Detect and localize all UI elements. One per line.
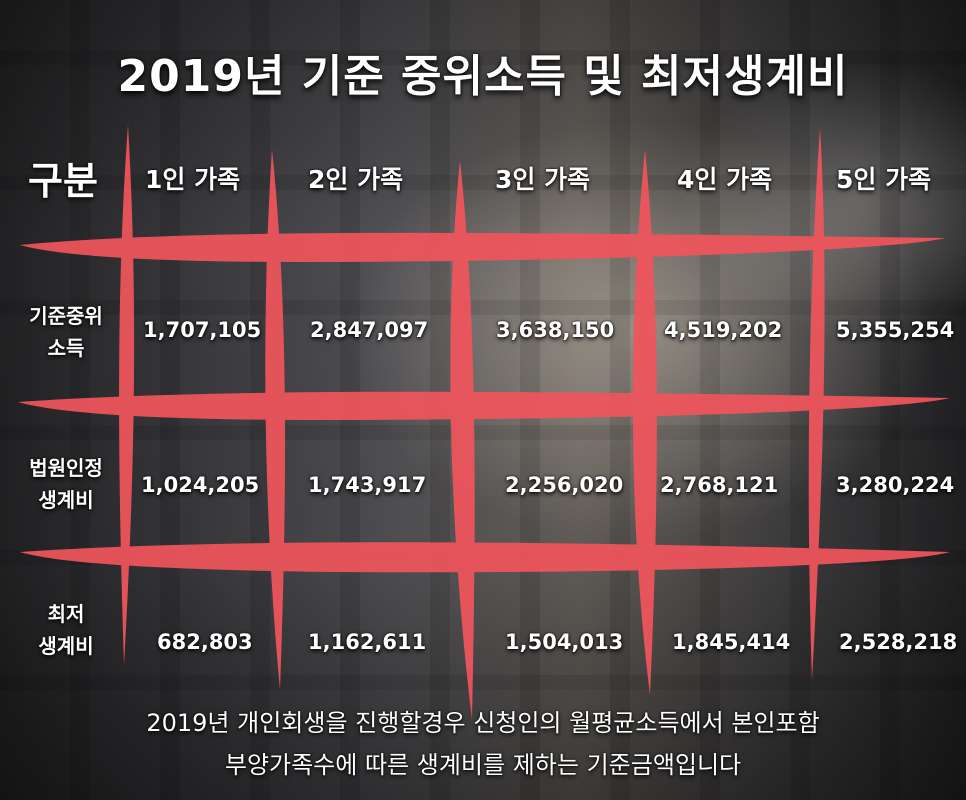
row-label-line: 법원인정 [29,456,103,480]
table-cell: 1,504,013 [505,630,624,654]
row-label-court-living-cost: 법원인정 생계비 [18,452,114,516]
column-header-3: 3인 가족 [495,165,591,194]
table-cell: 1,845,414 [672,630,791,654]
table-cell: 3,280,224 [836,473,955,497]
column-header-2: 2인 가족 [308,165,404,194]
table-cell: 2,256,020 [505,473,624,497]
table-cell: 2,528,218 [839,630,958,654]
table-cell: 1,707,105 [143,318,262,342]
row-label-line: 기준중위 [29,304,103,328]
table-cell: 1,162,611 [308,630,427,654]
row-label-minimum-living-cost: 최저 생계비 [18,598,114,662]
table-cell: 4,519,202 [664,318,783,342]
grid-stroke-v4 [632,150,657,695]
row-label-line: 생계비 [38,634,94,658]
column-header-5: 5인 가족 [836,165,932,194]
table-cell: 3,638,150 [496,318,615,342]
table-cell: 2,768,121 [660,473,779,497]
footer-note-line1: 2019년 개인회생을 진행할경우 신청인의 월평균소득에서 본인포함 [146,709,820,737]
page-title: 2019년 기준 중위소득 및 최저생계비 [117,51,849,102]
grid-stroke-h1 [20,232,945,262]
grid-stroke-v2 [265,150,286,690]
row-label-median-income: 기준중위 소득 [18,300,114,364]
grid-stroke-v5 [808,128,825,680]
footer-note-line2: 부양가족수에 따른 생계비를 제하는 기준금액입니다 [224,751,742,779]
column-header-1: 1인 가족 [145,165,241,194]
grid-stroke-v1 [119,125,135,665]
table-cell: 1,743,917 [308,473,427,497]
grid-stroke-h3 [20,542,950,573]
table-cell: 1,024,205 [141,473,260,497]
column-header-4: 4인 가족 [677,165,773,194]
row-label-line: 최저 [47,602,85,626]
row-label-line: 소득 [47,336,85,360]
grid-stroke-v3 [450,160,475,720]
table-cell: 2,847,097 [310,318,429,342]
grid-stroke-h2 [18,391,950,420]
row-label-line: 생계비 [38,488,94,512]
table-cell: 5,355,254 [836,318,955,342]
table-cell: 682,803 [157,630,253,654]
corner-label: 구분 [28,159,98,203]
